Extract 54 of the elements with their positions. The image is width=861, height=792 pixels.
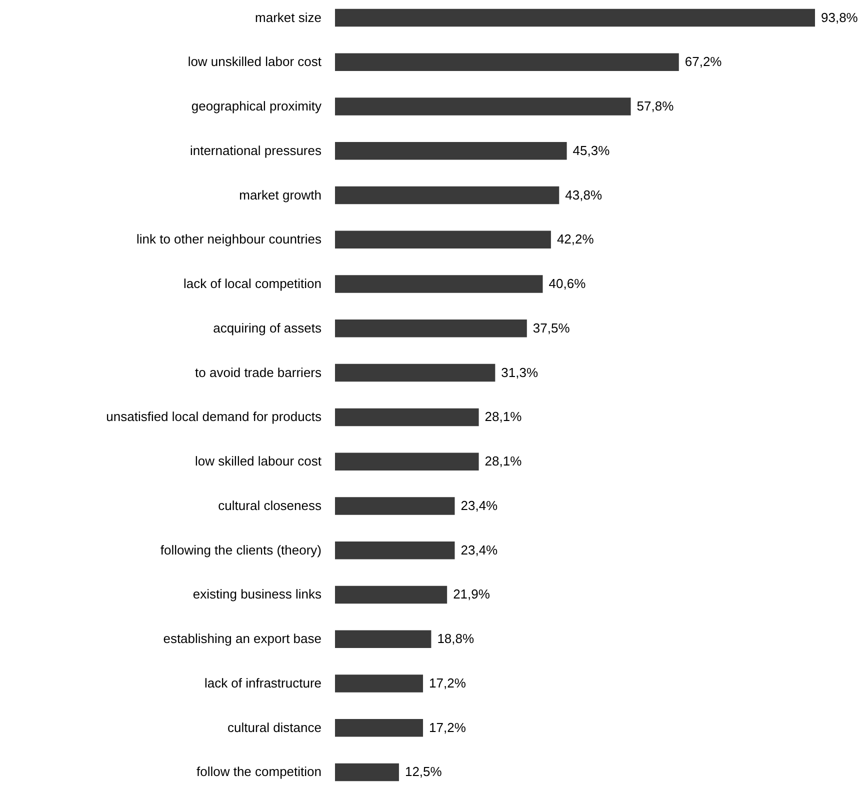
y-tick-label: following the clients (theory)	[160, 542, 322, 558]
bar	[335, 586, 448, 604]
data-label: 42,2%	[556, 232, 594, 247]
bar	[335, 763, 399, 782]
data-label: 18,8%	[437, 631, 475, 646]
y-tick-label: low unskilled labor cost	[188, 54, 322, 70]
data-label: 93,8%	[821, 10, 858, 25]
data-label: 12,5%	[404, 764, 442, 780]
bar	[335, 186, 560, 204]
y-tick-label: geographical proximity	[191, 98, 322, 114]
bar	[335, 364, 496, 382]
bar	[335, 142, 567, 160]
bar	[335, 53, 679, 72]
data-label: 28,1%	[484, 454, 522, 469]
y-tick-label: acquiring of assets	[213, 320, 322, 336]
y-tick-label: market size	[255, 10, 322, 25]
bar	[335, 230, 551, 249]
y-tick-label: lack of local competition	[183, 276, 322, 292]
y-tick-label: unsatisfied local demand for products	[106, 409, 322, 424]
data-label: 23,4%	[460, 542, 498, 558]
y-tick-label: cultural closeness	[218, 498, 322, 513]
bar	[335, 718, 424, 737]
bar	[335, 320, 527, 338]
bar	[335, 275, 543, 293]
data-label: 21,9%	[453, 586, 490, 602]
bar	[335, 497, 455, 515]
bar	[335, 8, 815, 27]
y-tick-label: to avoid trade barriers	[195, 364, 322, 380]
y-tick-label: low skilled labour cost	[195, 454, 322, 469]
y-tick-label: international pressures	[190, 142, 322, 158]
y-tick-label: cultural distance	[228, 720, 322, 735]
bar	[335, 408, 479, 426]
y-tick-label: link to other neighbour countries	[136, 232, 322, 247]
data-label: 23,4%	[460, 498, 498, 513]
bar	[335, 674, 424, 692]
y-tick-label: market growth	[239, 187, 322, 202]
y-tick-label: establishing an export base	[163, 631, 322, 646]
data-label: 28,1%	[484, 409, 522, 424]
data-label: 43,8%	[565, 187, 602, 202]
data-label: 31,3%	[501, 364, 538, 380]
data-label: 17,2%	[429, 675, 466, 690]
data-label: 67,2%	[684, 54, 722, 70]
y-tick-label: follow the competition	[196, 764, 322, 780]
data-label: 45,3%	[572, 142, 610, 158]
y-tick-label: existing business links	[192, 586, 322, 602]
bar	[335, 541, 455, 560]
bar	[335, 452, 479, 470]
bar	[335, 98, 631, 116]
bar	[335, 630, 432, 648]
data-label: 57,8%	[636, 98, 674, 114]
data-label: 17,2%	[429, 720, 466, 735]
data-label: 40,6%	[548, 276, 586, 292]
y-tick-label: lack of infrastructure	[204, 675, 322, 690]
data-label: 37,5%	[532, 320, 570, 336]
